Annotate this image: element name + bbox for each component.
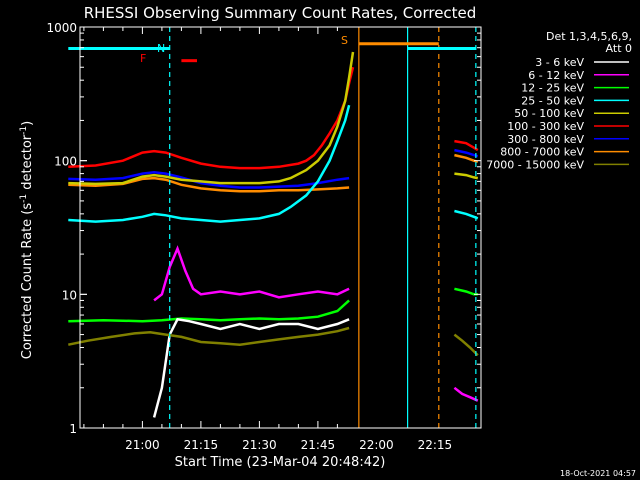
series-line — [152, 317, 350, 418]
legend-label: 7000 - 15000 keV — [486, 158, 584, 171]
y-axis-label-mid: detector — [20, 134, 35, 194]
interval-label: F — [140, 52, 146, 65]
y-axis-label-end: ) — [20, 121, 35, 126]
series-line — [68, 51, 355, 186]
x-tick-label: 22:00 — [359, 438, 394, 452]
series-line — [68, 299, 350, 323]
x-axis: 21:00 21:15 21:30 21:45 22:00 22:15 — [83, 27, 453, 452]
y-tick-label: 1 — [69, 422, 77, 436]
x-tick-label: 21:45 — [301, 438, 336, 452]
x-tick-label: 21:00 — [125, 438, 160, 452]
legend-label: 100 - 300 keV — [507, 120, 584, 133]
series-line — [454, 172, 479, 180]
legend-header-line1: Det 1,3,4,5,6,9, — [546, 30, 632, 43]
series-line — [454, 139, 479, 152]
chart-title: RHESSI Observing Summary Count Rates, Co… — [84, 4, 477, 22]
legend-label: 25 - 50 keV — [521, 94, 584, 107]
series-line — [454, 287, 478, 296]
plot-area: S FN — [68, 27, 479, 428]
y-tick-label: 10 — [62, 288, 77, 302]
series-line — [68, 66, 355, 170]
legend-label: 3 - 6 keV — [535, 56, 584, 69]
legend-label: 6 - 12 keV — [528, 69, 584, 82]
y-axis-label: Corrected Count Rate (s-1 detector-1) — [19, 121, 35, 359]
series-line — [454, 209, 479, 220]
x-tick-label: 21:15 — [184, 438, 219, 452]
y-axis-label-sup1: -1 — [19, 194, 29, 203]
y-axis: 1 10 100 1000 — [46, 21, 481, 436]
series-line — [68, 170, 350, 189]
interval-label: N — [157, 42, 165, 55]
y-tick-label: 1000 — [46, 21, 77, 35]
plot-frame — [79, 26, 482, 429]
x-tick-label: 21:30 — [242, 438, 277, 452]
interval-label: S — [341, 34, 348, 47]
timestamp: 18-Oct-2021 04:57 — [560, 469, 636, 478]
legend-label: 300 - 800 keV — [507, 133, 584, 146]
series-line — [153, 245, 350, 302]
legend-header-line2: Att 0 — [606, 42, 632, 55]
series-line — [453, 333, 479, 357]
legend-label: 50 - 100 keV — [514, 107, 584, 120]
series-line — [454, 153, 479, 164]
y-axis-label-main: Corrected Count Rate (s — [20, 203, 35, 360]
series-line — [68, 104, 351, 223]
y-tick-label: 100 — [54, 155, 77, 169]
series-line — [68, 176, 350, 193]
series-line — [68, 326, 350, 346]
x-tick-label: 22:15 — [418, 438, 453, 452]
x-axis-label: Start Time (23-Mar-04 20:48:42) — [175, 455, 386, 470]
series-line — [453, 386, 479, 402]
legend-label: 12 - 25 keV — [521, 82, 584, 95]
y-axis-label-sup2: -1 — [19, 126, 29, 135]
legend-label: 800 - 7000 keV — [500, 146, 584, 159]
